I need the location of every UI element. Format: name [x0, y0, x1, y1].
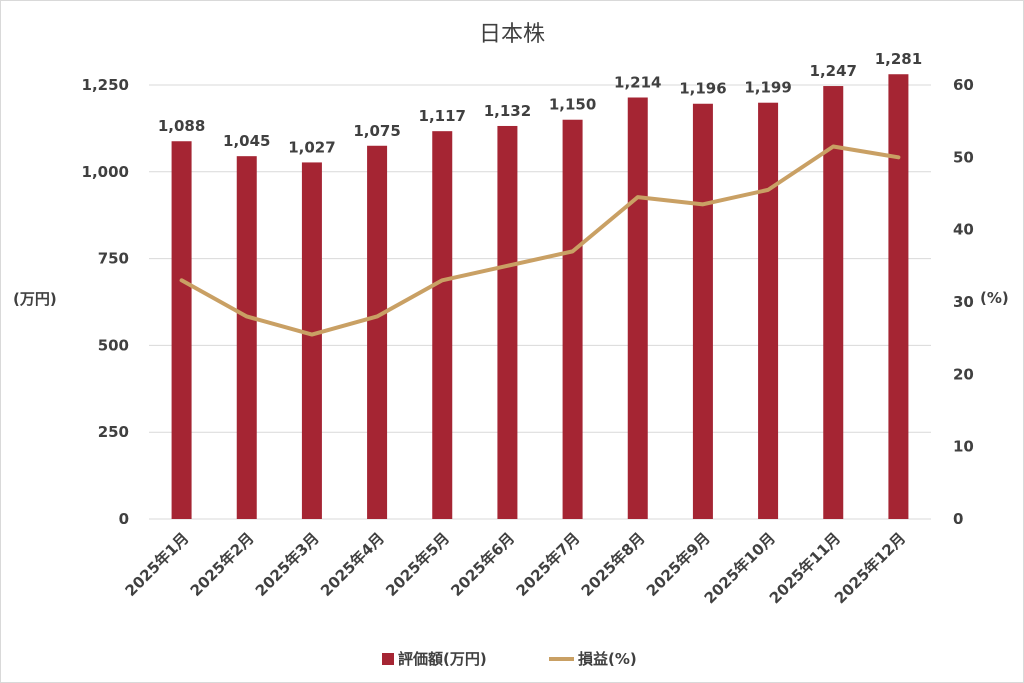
bar-value-label: 1,088: [158, 117, 205, 135]
x-tick-label: 2025年9月: [643, 529, 714, 600]
x-tick-label: 2025年5月: [382, 529, 453, 600]
bar: [758, 102, 779, 519]
bar: [562, 119, 583, 519]
x-tick-label: 2025年3月: [252, 529, 323, 600]
bar: [627, 97, 648, 519]
bar: [301, 162, 322, 519]
bar-value-label: 1,247: [810, 62, 857, 80]
y2-tick-label: 0: [953, 510, 963, 528]
y-tick-label: 1,000: [82, 163, 129, 181]
left-axis-label: (万円): [13, 290, 57, 308]
bar-value-label: 1,281: [875, 50, 922, 68]
bar: [888, 74, 909, 519]
bar-value-label: 1,150: [549, 96, 596, 114]
x-tick-label: 2025年2月: [187, 529, 258, 600]
y2-tick-label: 50: [953, 148, 974, 166]
left-axis-ticks: 0 250 500 750 1,000 1,250: [82, 76, 129, 528]
y-tick-label: 500: [98, 336, 129, 354]
bar-value-label: 1,214: [614, 73, 661, 91]
legend-bar-label: 評価額(万円): [398, 650, 487, 668]
y-tick-label: 0: [119, 510, 129, 528]
bar: [497, 125, 518, 519]
legend-line-label: 損益(%): [578, 650, 637, 668]
y2-tick-label: 60: [953, 76, 974, 94]
bar: [823, 86, 844, 520]
bar: [171, 141, 192, 519]
x-tick-label: 2025年1月: [122, 529, 193, 600]
bar-value-label: 1,117: [419, 107, 466, 125]
x-tick-label: 2025年7月: [513, 529, 584, 600]
y-tick-label: 1,250: [82, 76, 129, 94]
bar: [432, 131, 453, 519]
profit-line: [179, 144, 901, 337]
bar: [367, 145, 388, 519]
data-labels: 1,088 1,045 1,027 1,075 1,117 1,132 1,150 1,214…: [158, 50, 922, 156]
legend-bar-swatch: [382, 653, 394, 665]
bar: [236, 156, 257, 519]
bar-value-label: 1,132: [484, 102, 531, 120]
bar-value-label: 1,196: [679, 80, 726, 98]
right-axis-label: (%): [980, 289, 1009, 307]
right-axis-ticks: 0 10 20 30 40 50 60: [953, 76, 974, 528]
bar-value-label: 1,199: [744, 79, 791, 97]
bar: [692, 103, 713, 519]
bar-value-label: 1,045: [223, 132, 270, 150]
legend: 評価額(万円) 損益(%): [382, 650, 637, 668]
y-tick-label: 250: [98, 423, 129, 441]
bar-value-label: 1,027: [288, 138, 335, 156]
chart-title: 日本株: [479, 22, 545, 47]
gridlines: [149, 84, 931, 520]
y2-tick-label: 10: [953, 438, 974, 456]
y2-tick-label: 20: [953, 365, 974, 383]
line-series: [179, 144, 901, 337]
bar-value-label: 1,075: [353, 122, 400, 140]
x-axis-ticks: 2025年1月2025年2月2025年3月2025年4月2025年5月2025年…: [122, 529, 910, 607]
y-tick-label: 750: [98, 250, 129, 268]
bar-series: [171, 74, 909, 520]
x-tick-label: 2025年8月: [578, 529, 649, 600]
x-tick-label: 2025年6月: [447, 529, 518, 600]
x-tick-label: 2025年4月: [317, 529, 388, 600]
y2-tick-label: 40: [953, 221, 974, 239]
y2-tick-label: 30: [953, 293, 974, 311]
